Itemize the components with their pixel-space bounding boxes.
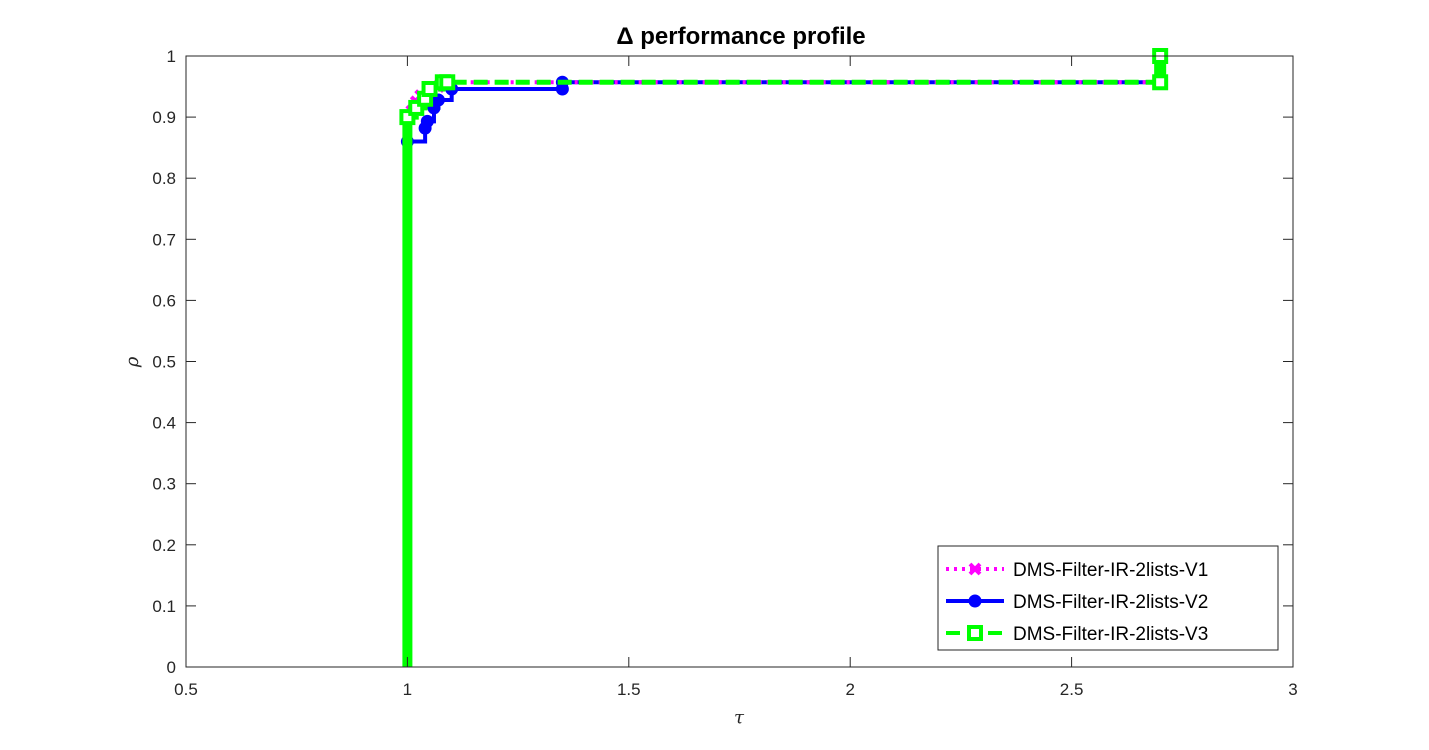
chart-title: Δ performance profile <box>616 23 865 50</box>
y-tick-label: 0.6 <box>152 291 176 310</box>
legend-entry: DMS-Filter-IR-2lists-V1 <box>946 560 1208 581</box>
legend-label: DMS-Filter-IR-2lists-V1 <box>1013 560 1208 581</box>
y-tick-label: 0.8 <box>152 169 176 188</box>
y-axis: 0 0.1 0.2 0.3 0.4 0.5 0.6 0.7 0.8 0.9 1 <box>152 47 1293 677</box>
x-axis: 0.5 1 1.5 2 2.5 3 <box>174 56 1298 699</box>
x-tick-label: 2.5 <box>1060 680 1084 699</box>
series-3-point <box>421 80 438 97</box>
legend-marker <box>968 562 982 576</box>
x-axis-label: τ <box>734 707 745 728</box>
y-tick-label: 1 <box>167 47 176 66</box>
series-3-riser <box>402 117 413 668</box>
y-tick-label: 0.1 <box>152 597 176 616</box>
series-3 <box>399 48 1169 668</box>
y-tick-label: 0.7 <box>152 230 176 249</box>
x-tick-label: 2 <box>845 680 854 699</box>
legend-entry: DMS-Filter-IR-2lists-V3 <box>946 624 1208 645</box>
legend-label: DMS-Filter-IR-2lists-V2 <box>1013 592 1208 613</box>
y-axis-label: ρ <box>122 356 143 368</box>
series-3-point <box>1152 74 1169 91</box>
legend-marker <box>968 594 982 608</box>
series-3-point <box>439 74 456 91</box>
y-tick-label: 0.4 <box>152 414 176 433</box>
legend-label: DMS-Filter-IR-2lists-V3 <box>1013 624 1208 645</box>
legend-marker <box>967 625 983 641</box>
legend-entry: DMS-Filter-IR-2lists-V2 <box>946 592 1208 613</box>
y-tick-label: 0.3 <box>152 475 176 494</box>
x-tick-label: 1.5 <box>617 680 641 699</box>
y-tick-label: 0.5 <box>152 353 176 372</box>
y-tick-label: 0.9 <box>152 108 176 127</box>
legend: DMS-Filter-IR-2lists-V1 DMS-Filter-IR-2li… <box>937 545 1279 651</box>
y-tick-label: 0.2 <box>152 536 176 555</box>
legend-marker-stroke-b <box>968 562 982 576</box>
x-tick-label: 3 <box>1288 680 1297 699</box>
x-tick-label: 0.5 <box>174 680 198 699</box>
series-2-point <box>420 114 434 128</box>
y-tick-label: 0 <box>167 658 176 677</box>
x-tick-label: 1 <box>403 680 412 699</box>
series-layer <box>399 48 1169 668</box>
